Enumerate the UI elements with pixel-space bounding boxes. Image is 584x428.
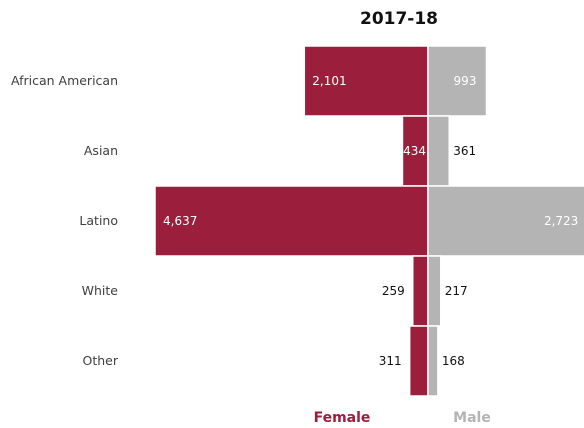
value-label-female: 2,101 xyxy=(312,74,346,88)
bar-female xyxy=(303,45,429,117)
bar-male xyxy=(427,255,442,327)
value-label-female: 311 xyxy=(379,354,402,368)
value-label-female: 4,637 xyxy=(163,214,197,228)
bar-female xyxy=(412,255,429,327)
legend-male: Male xyxy=(453,410,491,426)
category-labels: African American Asian Latino White Other xyxy=(11,73,119,368)
category-label: Latino xyxy=(79,213,118,228)
bar-female xyxy=(154,185,429,257)
chart-title: 2017-18 xyxy=(360,9,438,29)
bar-male xyxy=(427,325,439,397)
bar-female xyxy=(408,325,429,397)
bar-male xyxy=(427,115,451,187)
category-label: African American xyxy=(11,73,118,88)
value-label-male: 217 xyxy=(445,284,468,298)
category-label: Asian xyxy=(84,143,118,158)
category-label: White xyxy=(82,283,119,298)
value-label-female: 259 xyxy=(382,284,405,298)
category-label: Other xyxy=(83,353,119,368)
value-label-female: 434 xyxy=(403,144,426,158)
value-label-male: 993 xyxy=(454,74,477,88)
value-labels: 2,101 993 434 361 4,637 2,723 259 217 311 168 xyxy=(163,74,578,368)
value-label-male: 361 xyxy=(453,144,476,158)
bar-group xyxy=(154,45,584,397)
legend-female: Female xyxy=(314,410,371,426)
value-label-male: 2,723 xyxy=(544,214,578,228)
bar-male xyxy=(427,185,584,257)
bar-male xyxy=(427,45,488,117)
value-label-male: 168 xyxy=(442,354,465,368)
